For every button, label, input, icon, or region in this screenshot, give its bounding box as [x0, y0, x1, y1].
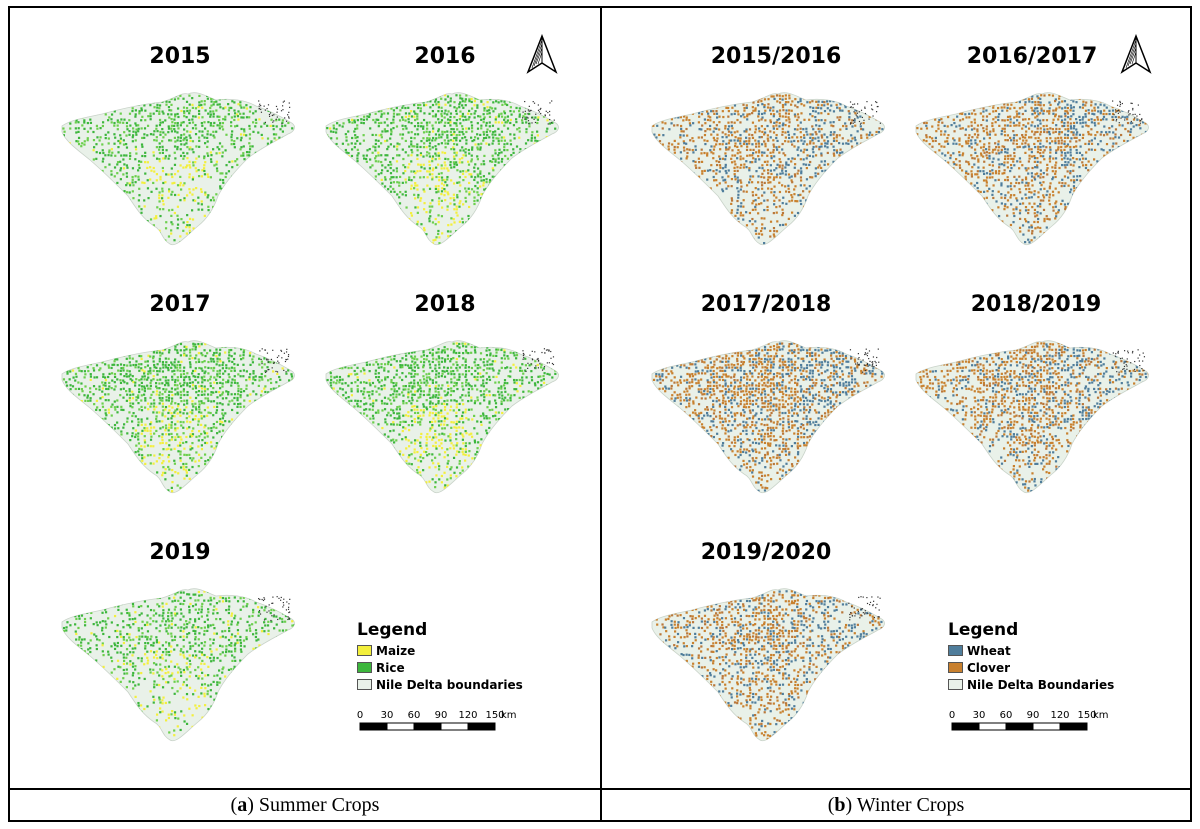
legend-swatch — [948, 645, 963, 656]
legend-item-wheat: Wheat — [948, 642, 1114, 659]
delta-map-2018-2019 — [915, 340, 1149, 494]
caption-text: Winter Crops — [852, 794, 965, 816]
scale-tick-label: 30 — [973, 710, 986, 721]
scale-segment — [413, 722, 442, 731]
legend-item-clover: Clover — [948, 659, 1114, 676]
map-title-2019-2020: 2019/2020 — [700, 540, 832, 565]
caption-separator — [8, 788, 1192, 790]
scale-segment — [386, 722, 415, 731]
map-title-2017: 2017 — [149, 292, 211, 317]
legend-label: Wheat — [967, 643, 1011, 658]
delta-map-2015 — [61, 92, 295, 246]
delta-map-2017 — [61, 340, 295, 494]
map-title-2016: 2016 — [414, 44, 476, 69]
map-title-2018-2019: 2018/2019 — [970, 292, 1102, 317]
scale-segment — [951, 722, 980, 731]
scale-tick-label: 60 — [1000, 710, 1013, 721]
panel-divider — [600, 6, 602, 822]
legend-swatch — [357, 662, 372, 673]
legend-swatch — [948, 679, 963, 690]
delta-map-2018 — [325, 340, 559, 494]
caption-text: Summer Crops — [253, 794, 380, 816]
legend-label: Clover — [967, 660, 1011, 675]
delta-map-2019 — [61, 588, 295, 742]
legend-label: Rice — [376, 660, 405, 675]
scale-tick-label: 90 — [435, 710, 448, 721]
legend-label: Nile Delta boundaries — [376, 677, 523, 692]
caption-letter: a — [237, 794, 248, 816]
scale-segment — [1032, 722, 1061, 731]
scale-segment — [359, 722, 388, 731]
scale-segment — [1005, 722, 1034, 731]
delta-map-2016 — [325, 92, 559, 246]
delta-map-2017-2018 — [651, 340, 885, 494]
legend-label: Maize — [376, 643, 416, 658]
caption-winter: (b) Winter Crops — [827, 794, 965, 816]
legend-title: Legend — [948, 620, 1019, 640]
scale-unit: km — [1093, 710, 1109, 721]
delta-map-2019-2020 — [651, 588, 885, 742]
map-title-2016-2017: 2016/2017 — [966, 44, 1098, 69]
legend-swatch — [948, 662, 963, 673]
scale-segment — [440, 722, 469, 731]
legend-title: Legend — [357, 620, 428, 640]
legend-item-boundaries: Nile Delta boundaries — [357, 676, 523, 693]
scale-segment — [1059, 722, 1088, 731]
scale-tick-label: 90 — [1027, 710, 1040, 721]
scale-tick-label: 0 — [357, 710, 363, 721]
scale-tick-label: 150 — [1077, 710, 1096, 721]
legend-swatch — [357, 679, 372, 690]
map-title-2018: 2018 — [414, 292, 476, 317]
north-arrow-icon — [526, 34, 558, 74]
scale-tick-label: 120 — [1050, 710, 1069, 721]
delta-map-2016-2017 — [915, 92, 1149, 246]
legend-summer: Legend Maize Rice Nile Delta boundaries — [357, 620, 523, 693]
scale-unit: km — [501, 710, 517, 721]
scale-segment — [467, 722, 496, 731]
map-title-2017-2018: 2017/2018 — [700, 292, 832, 317]
scale-tick-label: 30 — [381, 710, 394, 721]
legend-item-rice: Rice — [357, 659, 523, 676]
caption-summer: (a) Summer Crops — [230, 794, 380, 816]
north-arrow-icon — [1120, 34, 1152, 74]
caption-letter: b — [834, 794, 846, 816]
scale-tick-label: 60 — [408, 710, 421, 721]
scale-tick-label: 0 — [949, 710, 955, 721]
legend-swatch — [357, 645, 372, 656]
legend-winter: Legend Wheat Clover Nile Delta Boundarie… — [948, 620, 1114, 693]
legend-label: Nile Delta Boundaries — [967, 677, 1115, 692]
scale-tick-label: 150 — [485, 710, 504, 721]
delta-map-2015-2016 — [651, 92, 885, 246]
map-title-2015: 2015 — [149, 44, 211, 69]
scale-segment — [978, 722, 1007, 731]
map-title-2019: 2019 — [149, 540, 211, 565]
scale-tick-label: 120 — [458, 710, 477, 721]
legend-item-maize: Maize — [357, 642, 523, 659]
legend-item-boundaries: Nile Delta Boundaries — [948, 676, 1114, 693]
map-title-2015-2016: 2015/2016 — [710, 44, 842, 69]
